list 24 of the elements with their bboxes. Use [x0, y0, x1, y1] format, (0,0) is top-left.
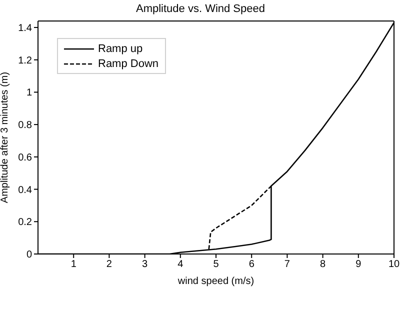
y-axis-title: Amplitude after 3 minutes (m)	[0, 72, 11, 204]
y-tick-label: 0.2	[18, 217, 32, 228]
x-tick-label: 10	[388, 259, 400, 270]
legend-label: Ramp up	[98, 42, 143, 54]
x-axis-title: wind speed (m/s)	[176, 276, 254, 287]
y-tick-label: 0.6	[18, 152, 32, 164]
line-series	[208, 185, 272, 250]
x-tick-label: 1	[70, 259, 77, 270]
x-tick-label: 5	[213, 259, 220, 270]
chart-title: Amplitude vs. Wind Speed	[134, 3, 266, 15]
y-tick-label: 1	[26, 88, 32, 99]
x-tick-label: 3	[142, 259, 148, 270]
x-tick-label: 4	[178, 259, 184, 270]
y-tick-label: 0	[26, 250, 32, 261]
legend-label: Ramp Down	[98, 58, 159, 70]
x-tick-label: 8	[320, 259, 326, 270]
y-tick-label: 1.4	[18, 23, 32, 34]
y-tick-label: 0.8	[18, 120, 32, 132]
x-tick-label: 9	[356, 259, 362, 270]
x-tick-label: 6	[248, 259, 255, 270]
x-tick-label: 2	[106, 259, 112, 270]
y-tick-label: 1.2	[18, 55, 32, 66]
x-tick-label: 7	[284, 259, 290, 270]
y-tick-label: 0.4	[18, 184, 32, 196]
